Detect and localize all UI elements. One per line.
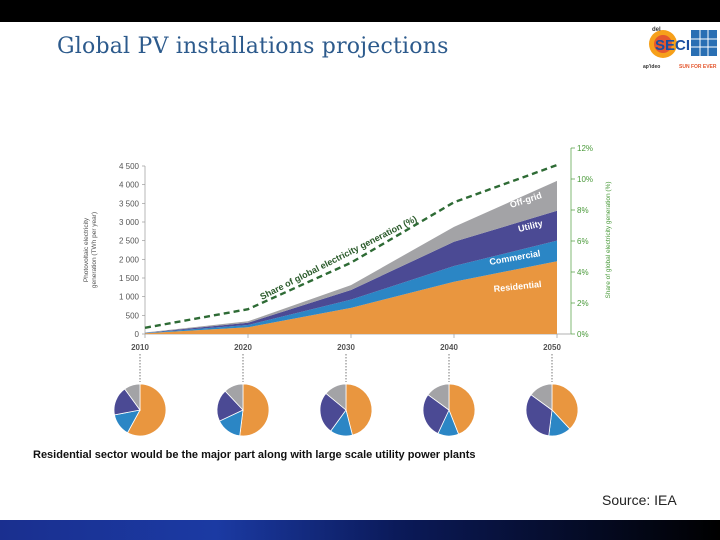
x-tick-label: 2010 [131,343,149,352]
y-tick-label: 4 000 [119,181,140,190]
source-note: Source: IEA [602,492,677,508]
series-label: Residential [493,279,542,294]
y-tick-label: 0 [135,330,140,339]
x-tick-label: 2020 [234,343,252,352]
x-tick-label: 2050 [543,343,561,352]
x-tick-label: 2030 [337,343,355,352]
y2-tick-label: 10% [577,175,593,184]
chart-pies [113,383,579,437]
bottom-bar [0,520,720,540]
pie-slice-residential [345,383,373,436]
seci-logo: del SECI ap'ideo SUN FOR EVER [643,27,717,70]
pie-slice-residential [126,383,167,437]
y-axis-label: Photovoltaic electricitygeneration (TWh … [83,212,98,288]
slide-caption: Residential sector would be the major pa… [33,449,476,461]
pie-slice-utility [422,394,450,435]
y-tick-label: 4 500 [119,162,140,171]
slide-canvas [0,22,720,520]
y2-tick-label: 4% [577,268,589,277]
y-tick-label: 2 500 [119,237,140,246]
y-tick-label: 3 500 [119,199,140,208]
y2-tick-label: 8% [577,206,589,215]
pie-slice-off-grid [427,383,450,411]
pie-slice-residential [551,383,579,430]
pie-slice-off-grid [325,383,347,411]
pie-slice-utility [319,392,347,432]
chart-area-series [145,180,557,334]
logo-top-text: del [652,27,661,33]
chart-axes: 0 500 1 000 1 500 2 000 2 500 3 000 3 500 4 000 4… [83,144,612,382]
share-line-path [144,163,558,329]
logo-sun-core [654,35,672,53]
y2-tick-label: 2% [577,299,589,308]
pie-slice-residential [239,383,270,437]
logo-panel-grid [691,30,717,56]
logo-sub-left: ap'ideo [643,64,660,70]
x-tick-label: 2040 [440,343,458,352]
y-tick-label: 500 [126,311,140,320]
pie-slice-utility [525,394,553,437]
logo-panel-icon [691,30,717,56]
slide-title: Global PV installations projections [57,34,449,59]
y-tick-label: 1 500 [119,274,140,283]
pie-slice-off-grid [530,383,553,411]
y2-tick-label: 0% [577,330,589,339]
area-residential [145,261,557,334]
pie-slice-residential [448,383,476,435]
logo-sub-right: SUN FOR EVER [679,64,717,70]
y2-axis-label: Share of global electricity generation (… [605,181,612,298]
y2-tick-label: 12% [577,144,593,153]
y-axis-label-line: generation (TWh per year) [91,212,98,288]
y-tick-label: 2 000 [119,255,140,264]
logo-main-text: SECI [655,37,690,54]
pie-slice-off-grid [224,383,244,412]
y-tick-label: 3 000 [119,218,140,227]
pie-slice-off-grid [124,383,141,412]
y-tick-label: 1 000 [119,293,140,302]
y2-tick-label: 6% [577,237,589,246]
y-axis-label-line: Photovoltaic electricity [83,217,90,282]
